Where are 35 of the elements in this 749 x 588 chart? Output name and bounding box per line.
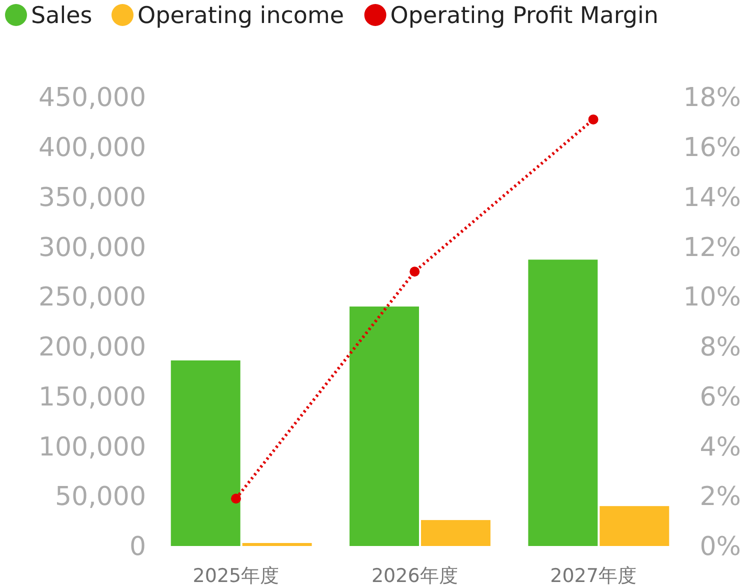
y-tick-label: 150,000 — [38, 382, 146, 412]
bar — [421, 520, 490, 546]
y-tick-label: 100,000 — [38, 432, 146, 462]
y-tick-label: 450,000 — [38, 83, 146, 114]
point — [230, 494, 241, 504]
legend-label: Operating Profit Margin — [390, 3, 658, 29]
y-tick-label: 200,000 — [38, 332, 146, 363]
y2-tick-label: 6% — [700, 382, 741, 412]
y2-tick-label: 14% — [683, 182, 741, 213]
legend-label: Sales — [31, 3, 92, 29]
y2-tick-label: 2% — [700, 482, 741, 512]
y2-tick-label: 18% — [683, 83, 741, 114]
x-tick-label: 2025年度 — [192, 565, 280, 587]
y-tick-label: 0 — [129, 532, 146, 562]
point — [410, 266, 420, 277]
bar — [600, 506, 670, 546]
y2-tick-label: 12% — [683, 232, 741, 263]
point — [588, 114, 598, 124]
y-tick-label: 50,000 — [55, 482, 146, 512]
bar — [170, 360, 240, 546]
x-tick-label: 2026年度 — [371, 565, 458, 587]
y2-tick-label: 8% — [700, 332, 741, 363]
y-tick-label: 350,000 — [38, 182, 146, 213]
y2-tick-label: 4% — [700, 432, 741, 462]
bar — [242, 543, 312, 546]
y2-tick-label: 10% — [683, 282, 741, 313]
x-tick-label: 2027年度 — [550, 565, 636, 587]
bar — [350, 306, 419, 546]
legend-label: Operating income — [138, 3, 344, 29]
y-tick-label: 400,000 — [38, 132, 146, 163]
y-tick-label: 250,000 — [38, 282, 146, 313]
y2-tick-label: 16% — [683, 132, 741, 163]
bar — [528, 260, 598, 546]
y-tick-label: 300,000 — [38, 232, 146, 263]
y2-tick-label: 0% — [700, 532, 741, 562]
